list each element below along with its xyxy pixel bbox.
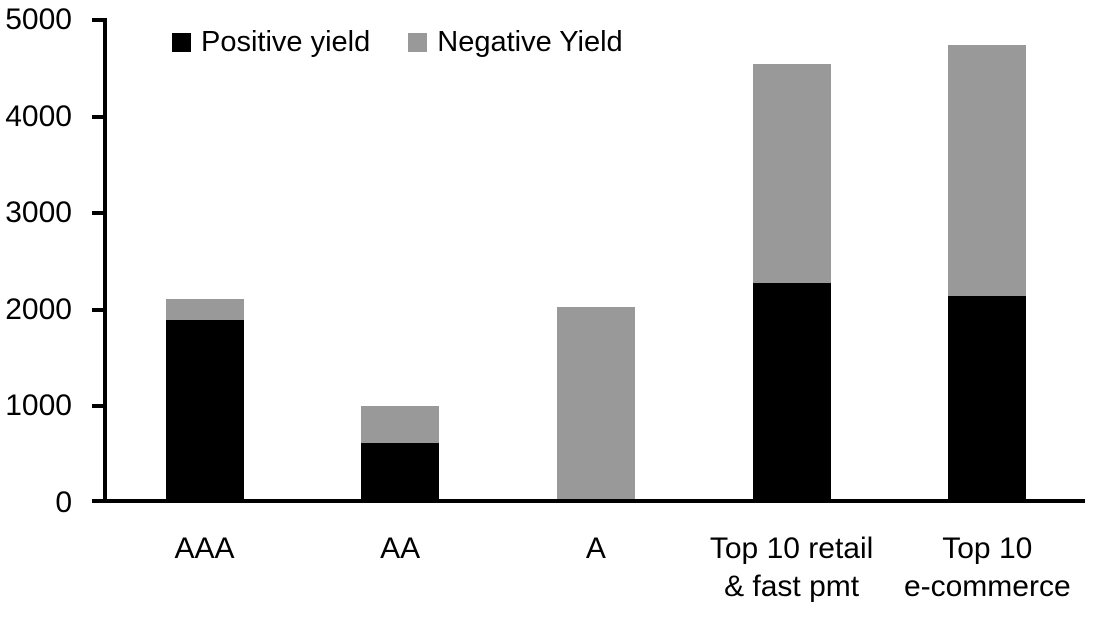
x-category-label-line: A	[585, 532, 606, 565]
bar-segment-negative-yield	[752, 63, 831, 283]
bar-top-10-retail-fast-pmt	[752, 63, 831, 503]
y-tick-label: 5000	[5, 3, 72, 36]
bar-segment-positive-yield	[361, 443, 440, 503]
bar-segment-positive-yield	[752, 282, 831, 503]
legend-swatch-icon	[408, 33, 428, 52]
y-tick-label: 3000	[5, 196, 72, 230]
bar-segment-negative-yield	[361, 406, 440, 444]
y-tick-mark	[92, 211, 105, 216]
bar-segment-positive-yield	[165, 320, 244, 503]
x-axis-line	[92, 499, 1085, 503]
legend-swatch-icon	[172, 33, 191, 52]
bar-segment-negative-yield	[948, 45, 1027, 297]
chart-legend: Positive yield Negative Yield	[172, 28, 623, 57]
bar-top-10-e-commerce	[948, 45, 1027, 503]
x-category-label-line: Top 10	[942, 532, 1033, 565]
y-tick-label: 0	[55, 486, 72, 519]
x-category-label-line: AA	[380, 532, 421, 565]
x-category-label: Top 10 e-commerce	[857, 530, 1102, 606]
x-category-label-line: AAA	[174, 532, 235, 565]
bar-segment-negative-yield	[556, 306, 635, 500]
bar-segment-negative-yield	[165, 299, 244, 321]
x-category-label: Top 10 retail & fast pmt	[662, 530, 922, 606]
y-tick-mark	[92, 114, 105, 119]
y-tick-label: 4000	[5, 99, 72, 133]
bar-aaa	[165, 299, 244, 503]
y-axis-line	[103, 18, 107, 503]
legend-label: Negative Yield	[437, 26, 623, 58]
legend-label: Positive yield	[201, 26, 371, 58]
x-category-label-line: & fast pmt	[724, 570, 860, 603]
y-tick-label: 2000	[5, 292, 72, 326]
y-tick-mark	[92, 404, 105, 409]
bar-a	[556, 306, 635, 503]
legend-item-0: Positive yield	[172, 28, 370, 57]
legend-item-1: Negative Yield	[408, 26, 623, 58]
x-category-label-line: e-commerce	[903, 570, 1071, 603]
x-category-label-line: Top 10 retail	[709, 532, 874, 565]
plot-area	[105, 20, 1085, 503]
y-tick-label: 1000	[5, 389, 72, 423]
y-tick-mark	[92, 307, 105, 312]
x-category-label: AAA	[75, 530, 335, 568]
bar-aa	[361, 406, 440, 503]
x-category-label: A	[466, 530, 726, 568]
y-tick-mark	[92, 18, 105, 22]
x-category-label: AA	[270, 530, 530, 568]
bar-segment-positive-yield	[948, 296, 1027, 503]
